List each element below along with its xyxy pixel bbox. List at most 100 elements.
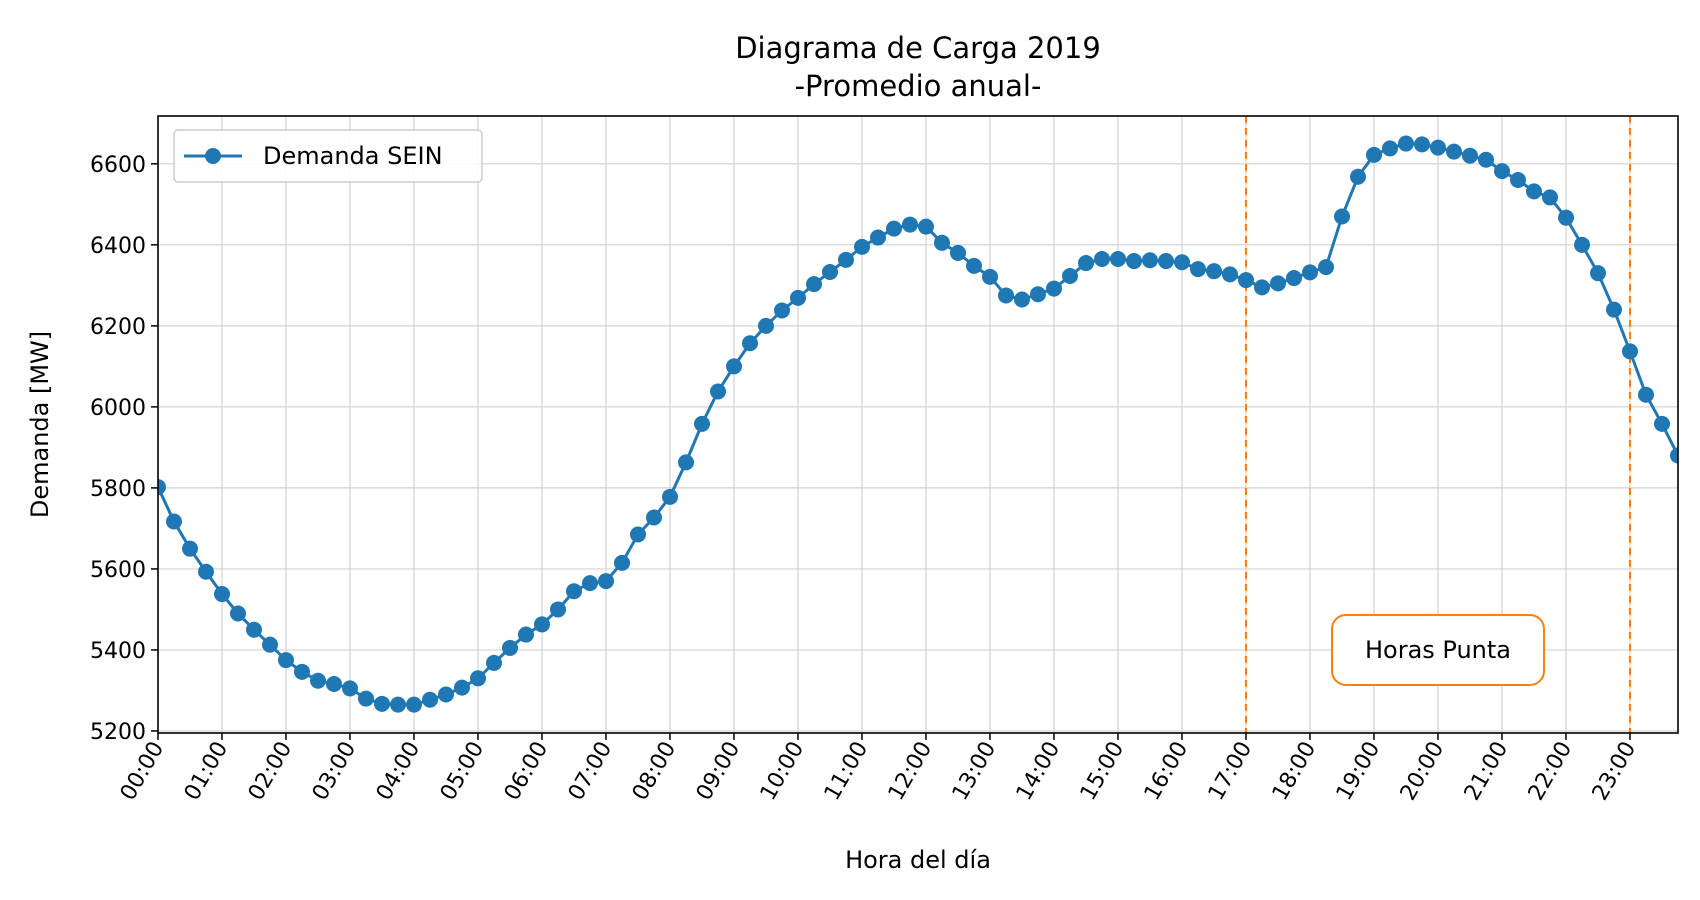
data-point bbox=[294, 663, 310, 680]
data-point bbox=[822, 263, 838, 280]
y-axis-ticks: 5200 5400 5600 5800 6000 6200 6400 6600 bbox=[90, 153, 158, 745]
x-tick-label: 11:00 bbox=[820, 738, 873, 805]
legend-box bbox=[173, 129, 483, 183]
y-tick-label: 6600 bbox=[90, 153, 146, 178]
data-point bbox=[1318, 259, 1334, 276]
data-point bbox=[158, 479, 166, 496]
data-point bbox=[1590, 265, 1606, 282]
data-point bbox=[1334, 208, 1350, 225]
y-tick-label: 6000 bbox=[90, 396, 146, 421]
data-point bbox=[502, 639, 518, 656]
data-point bbox=[1478, 151, 1494, 168]
x-tick-label: 23:00 bbox=[1588, 738, 1641, 805]
data-point bbox=[726, 358, 742, 375]
data-point bbox=[806, 276, 822, 293]
x-tick-label: 12:00 bbox=[884, 738, 937, 805]
data-point bbox=[1574, 236, 1590, 253]
data-point bbox=[214, 586, 230, 603]
data-point bbox=[1654, 415, 1670, 432]
y-tick-label: 5200 bbox=[90, 720, 146, 745]
data-point bbox=[166, 513, 182, 530]
data-point bbox=[1414, 136, 1430, 153]
x-tick-label: 15:00 bbox=[1076, 738, 1129, 805]
y-axis-label: Demanda [MW] bbox=[26, 331, 54, 518]
data-point bbox=[678, 454, 694, 471]
data-point bbox=[582, 575, 598, 592]
x-tick-label: 06:00 bbox=[500, 738, 553, 805]
data-point bbox=[854, 238, 870, 255]
data-point bbox=[1078, 255, 1094, 272]
y-tick-label: 6200 bbox=[90, 315, 146, 340]
data-point bbox=[838, 251, 854, 268]
y-tick-label: 6400 bbox=[90, 234, 146, 259]
data-point bbox=[1382, 140, 1398, 157]
data-point bbox=[1510, 172, 1526, 189]
data-point bbox=[918, 218, 934, 235]
data-point bbox=[1350, 168, 1366, 185]
data-point bbox=[598, 573, 614, 590]
data-point bbox=[406, 696, 422, 713]
x-tick-label: 08:00 bbox=[628, 738, 681, 805]
data-point bbox=[1126, 253, 1142, 270]
data-point bbox=[1030, 286, 1046, 303]
data-point bbox=[710, 383, 726, 400]
data-point bbox=[1174, 254, 1190, 271]
x-tick-label: 19:00 bbox=[1332, 738, 1385, 805]
data-point bbox=[1366, 146, 1382, 163]
data-point bbox=[550, 601, 566, 618]
legend-label: Demanda SEIN bbox=[263, 142, 443, 170]
data-point bbox=[230, 605, 246, 622]
data-point bbox=[486, 654, 502, 671]
data-point bbox=[1462, 147, 1478, 164]
legend-marker-icon bbox=[205, 148, 221, 164]
data-point bbox=[870, 229, 886, 246]
data-point bbox=[1094, 251, 1110, 268]
data-point bbox=[1286, 270, 1302, 287]
data-point bbox=[342, 680, 358, 697]
x-tick-label: 17:00 bbox=[1204, 738, 1257, 805]
data-point bbox=[1670, 447, 1678, 464]
data-point bbox=[1238, 272, 1254, 289]
data-point bbox=[1014, 291, 1030, 308]
data-point bbox=[790, 289, 806, 306]
data-point bbox=[1494, 163, 1510, 180]
data-point bbox=[422, 691, 438, 708]
data-point bbox=[246, 621, 262, 638]
data-point bbox=[326, 675, 342, 692]
annotation-label: Horas Punta bbox=[1365, 636, 1511, 664]
data-point bbox=[1046, 280, 1062, 297]
data-point bbox=[1062, 268, 1078, 285]
data-point bbox=[1254, 279, 1270, 296]
x-tick-label: 09:00 bbox=[692, 738, 745, 805]
data-point bbox=[518, 626, 534, 643]
data-point bbox=[998, 287, 1014, 304]
plot-frame bbox=[157, 115, 1679, 734]
data-point bbox=[1398, 135, 1414, 152]
data-point bbox=[566, 583, 582, 600]
data-point bbox=[1222, 266, 1238, 283]
data-point bbox=[374, 695, 390, 712]
data-point bbox=[1638, 386, 1654, 403]
data-point bbox=[1542, 189, 1558, 206]
data-point bbox=[1270, 275, 1286, 292]
data-point bbox=[1158, 253, 1174, 270]
data-point bbox=[534, 616, 550, 633]
x-axis-ticks: 00:00 01:00 02:00 03:00 04:00 05:00 06:00 07:00… bbox=[116, 733, 1641, 805]
x-tick-label: 16:00 bbox=[1140, 738, 1193, 805]
data-point bbox=[454, 679, 470, 696]
x-tick-label: 05:00 bbox=[436, 738, 489, 805]
y-tick-label: 5600 bbox=[90, 558, 146, 583]
data-point bbox=[662, 488, 678, 505]
data-point bbox=[934, 234, 950, 251]
data-point bbox=[966, 257, 982, 274]
legend: Demanda SEIN bbox=[173, 129, 483, 183]
data-point bbox=[1142, 252, 1158, 269]
data-point bbox=[902, 216, 918, 233]
data-point bbox=[1606, 301, 1622, 318]
data-point bbox=[1446, 143, 1462, 160]
data-point bbox=[886, 220, 902, 237]
y-tick-label: 5800 bbox=[90, 477, 146, 502]
data-point bbox=[1622, 343, 1638, 360]
data-point bbox=[390, 696, 406, 713]
